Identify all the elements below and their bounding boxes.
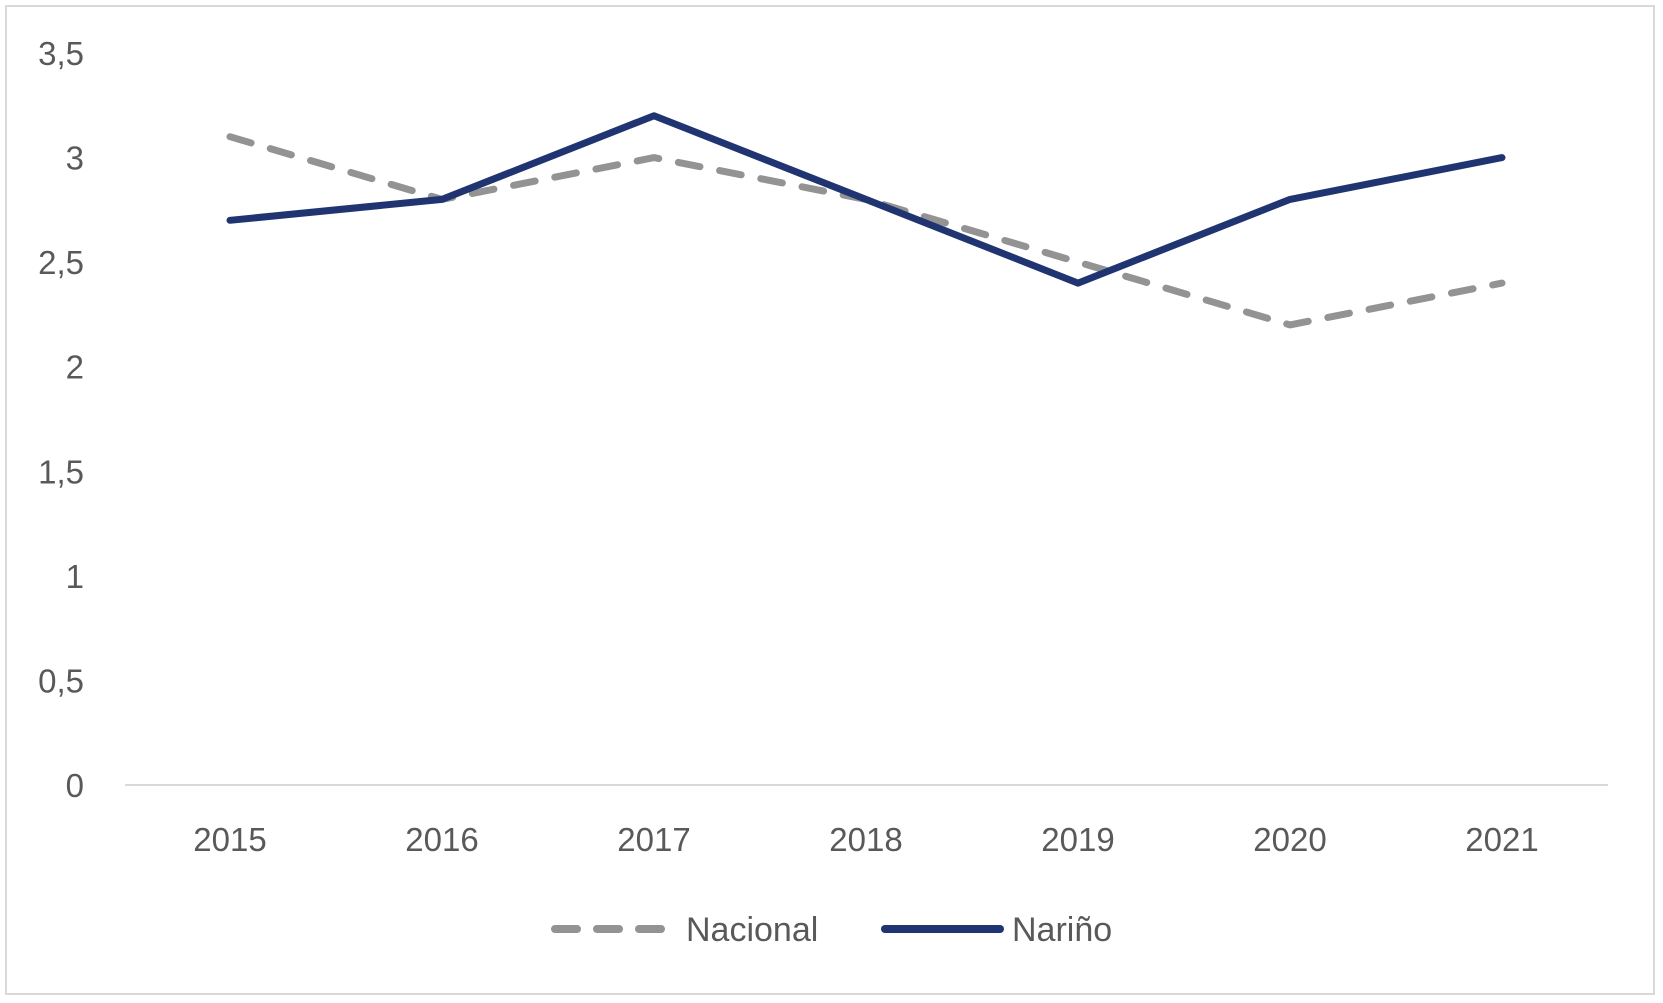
y-tick-label: 2,5: [38, 244, 84, 281]
y-tick-label: 3: [66, 140, 84, 177]
y-tick-label: 3,5: [38, 35, 84, 72]
x-tick-label: 2021: [1465, 821, 1538, 858]
legend-label: Nacional: [686, 911, 818, 949]
y-tick-label: 0,5: [38, 662, 84, 699]
series-line-nari-o: [226, 112, 1506, 287]
y-tick-label: 0: [66, 767, 84, 804]
legend: Nacional Nariño: [551, 911, 1112, 949]
chart-frame: [5, 5, 1655, 995]
y-axis-tick-labels: 0 0,5 1 1,5 2 2,5 3 3,5: [38, 35, 84, 804]
series-lines: [226, 112, 1506, 329]
y-tick-label: 1: [66, 558, 84, 595]
x-tick-label: 2015: [193, 821, 266, 858]
y-tick-label: 2: [66, 349, 84, 386]
x-tick-label: 2017: [617, 821, 690, 858]
x-tick-label: 2018: [829, 821, 902, 858]
x-axis-tick-labels: 2015 2016 2017 2018 2019 2020 2021: [193, 821, 1538, 858]
legend-label: Nariño: [1012, 911, 1112, 949]
x-tick-label: 2020: [1253, 821, 1326, 858]
x-tick-label: 2019: [1041, 821, 1114, 858]
x-tick-label: 2016: [405, 821, 478, 858]
series-line-nacional: [226, 133, 1506, 329]
y-tick-label: 1,5: [38, 453, 84, 490]
